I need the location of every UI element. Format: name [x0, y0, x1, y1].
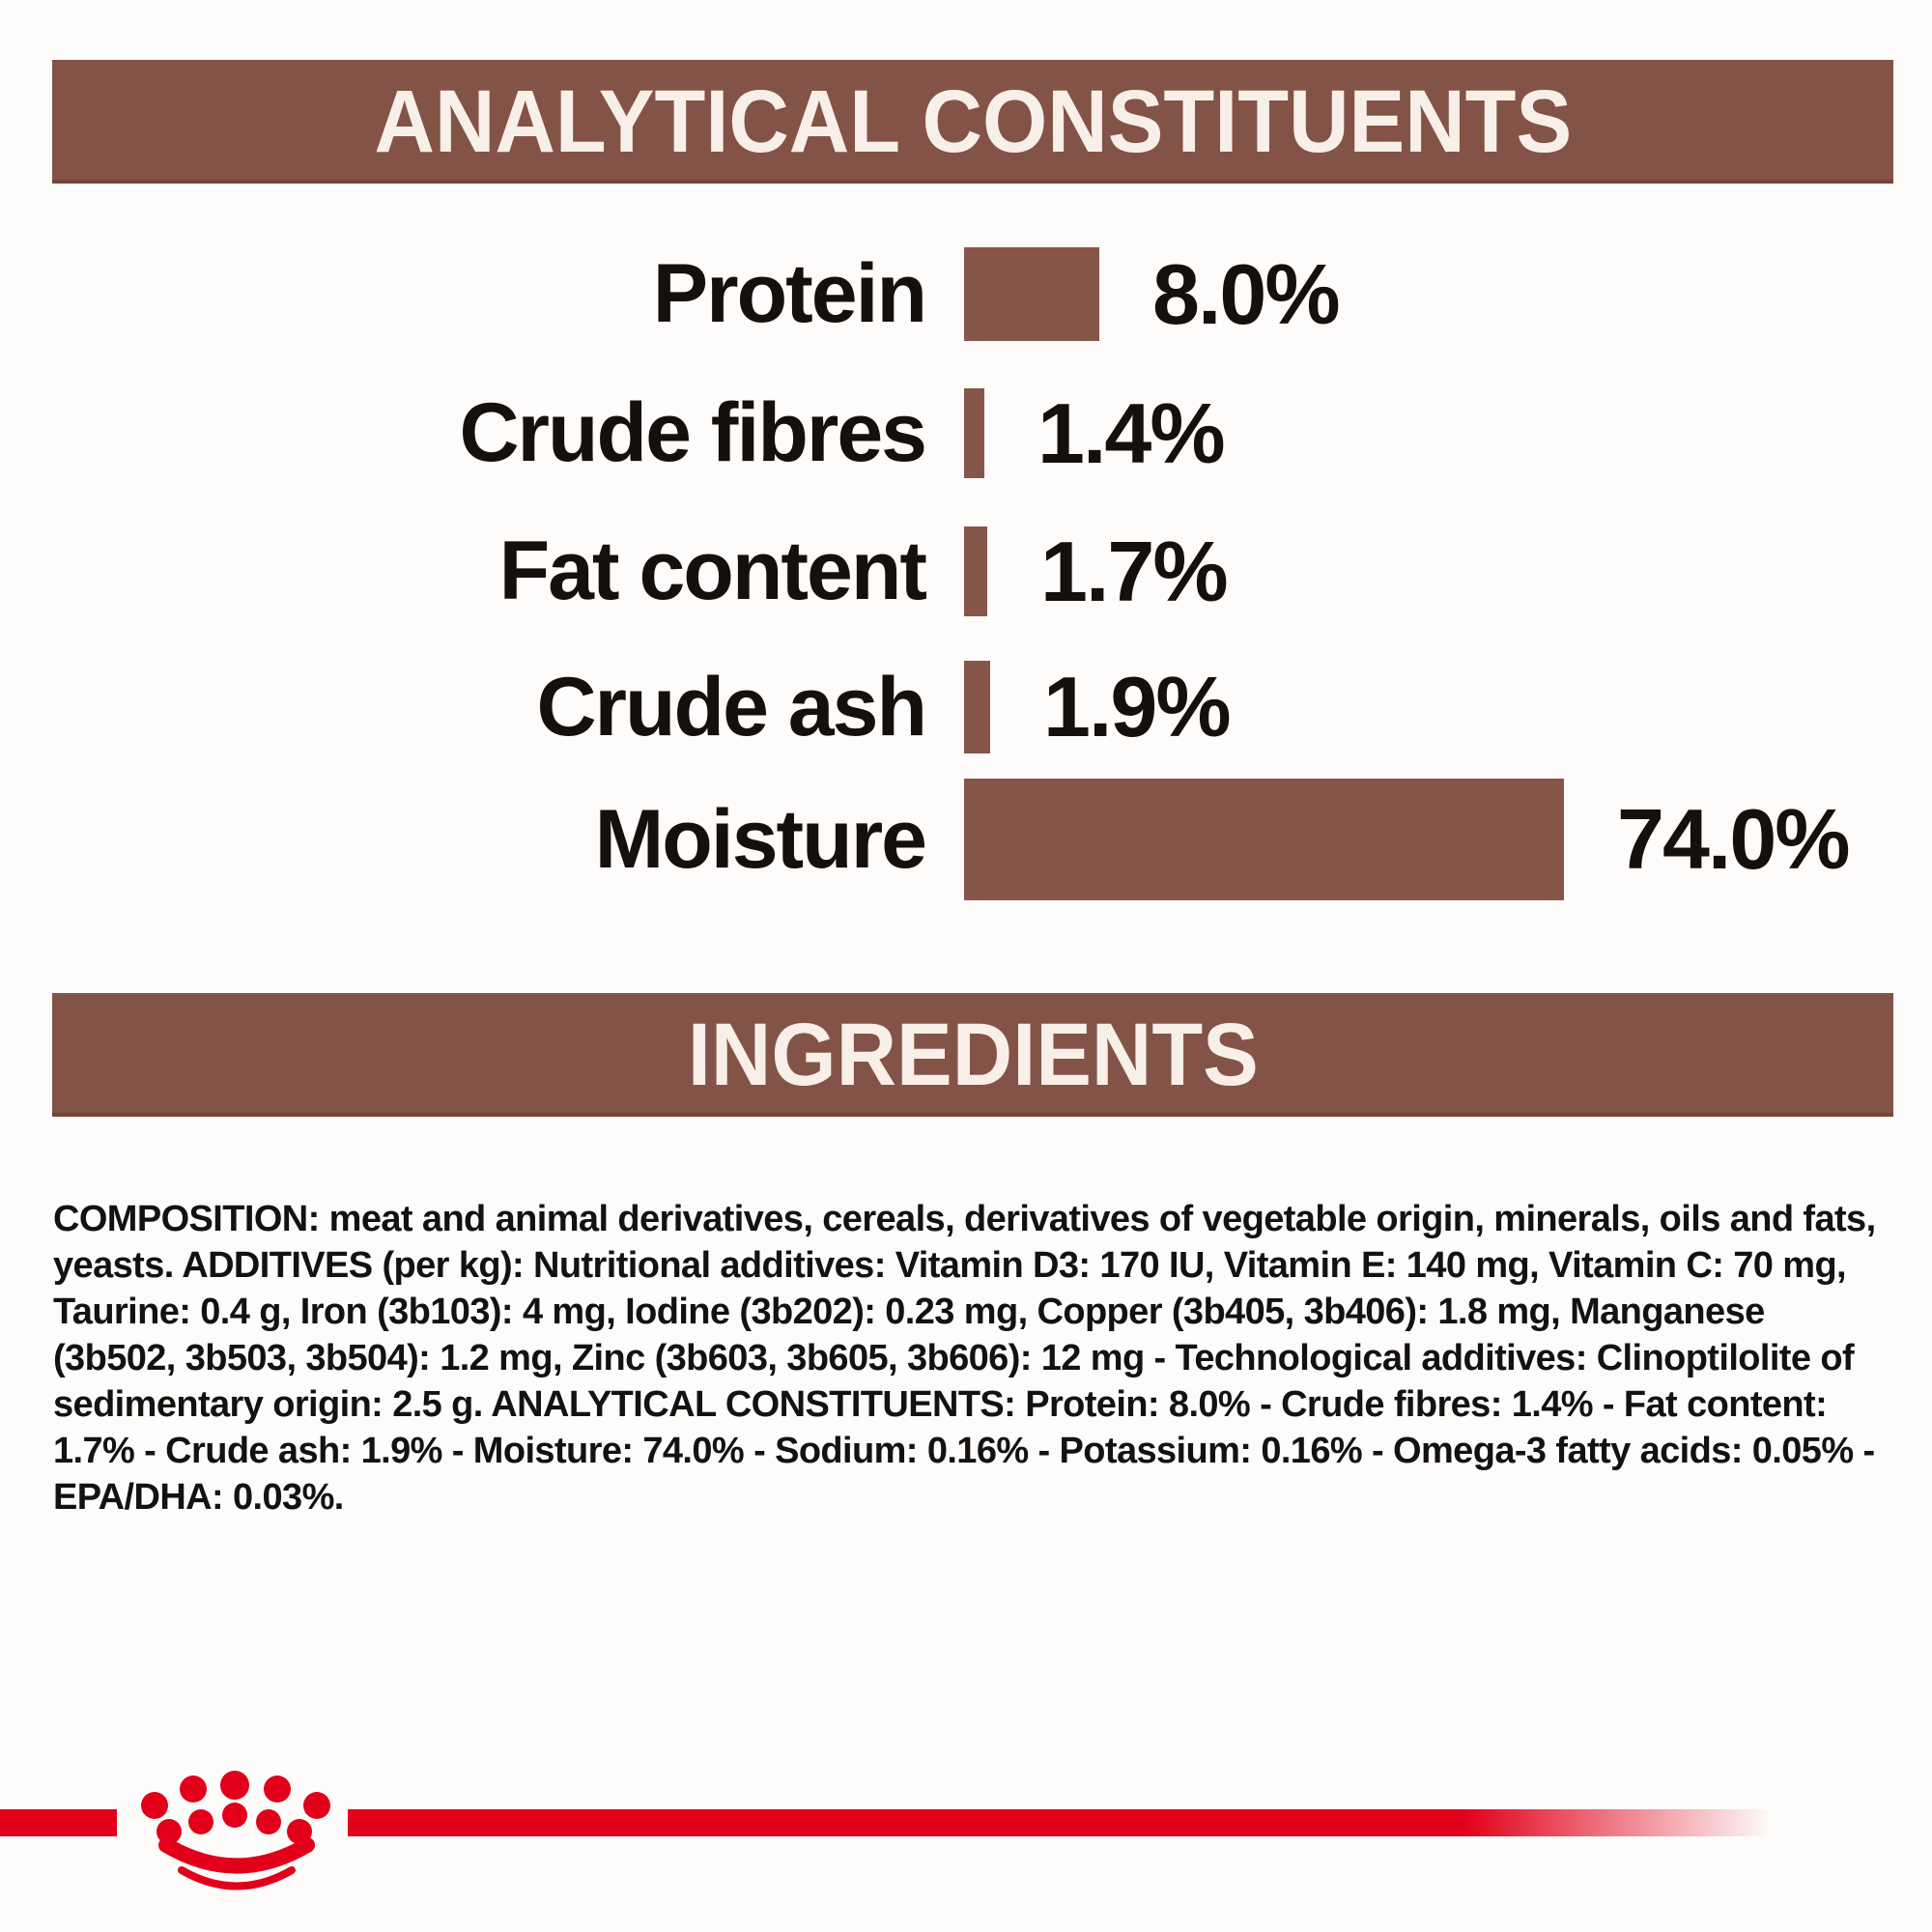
chart-label-fat-content: Fat content [498, 525, 927, 617]
chart-value-protein: 8.0% [1152, 245, 1341, 342]
chart-label-moisture: Moisture [594, 792, 927, 886]
crown-paw-dots [141, 1771, 330, 1844]
chart-bar-fat-content [964, 526, 987, 616]
ingredients-title: INGREDIENTS [687, 1005, 1259, 1104]
brand-stripe-left [0, 1809, 117, 1836]
crown-base-arcs [158, 1837, 315, 1890]
chart-bar-moisture [964, 779, 1564, 900]
chart-label-protein: Protein [652, 247, 927, 340]
brand-stripe-right [348, 1809, 1816, 1836]
analytical-constituents-header: ANALYTICAL CONSTITUENTS [52, 60, 1893, 184]
royal-canin-crown-paw-logo [141, 1771, 330, 1890]
chart-row-fat-content: Fat content 1.7% [0, 524, 1932, 619]
chart-label-crude-ash: Crude ash [536, 660, 927, 753]
chart-value-crude-fibres: 1.4% [1037, 384, 1226, 481]
chart-row-protein: Protein 8.0% [0, 245, 1932, 342]
chart-bar-protein [964, 247, 1099, 341]
ingredients-header: INGREDIENTS [52, 993, 1893, 1117]
composition-text: COMPOSITION: meat and animal derivatives… [53, 1199, 1876, 1518]
chart-row-moisture: Moisture 74.0% [0, 779, 1932, 900]
chart-row-crude-ash: Crude ash 1.9% [0, 659, 1932, 754]
chart-value-fat-content: 1.7% [1040, 523, 1229, 619]
chart-value-crude-ash: 1.9% [1043, 659, 1232, 754]
chart-bar-crude-ash [964, 661, 990, 753]
chart-label-crude-fibres: Crude fibres [459, 386, 927, 479]
chart-bar-crude-fibres [964, 388, 984, 478]
analytical-constituents-title: ANALYTICAL CONSTITUENTS [374, 71, 1572, 171]
chart-value-moisture: 74.0% [1617, 791, 1851, 887]
chart-row-crude-fibres: Crude fibres 1.4% [0, 385, 1932, 481]
